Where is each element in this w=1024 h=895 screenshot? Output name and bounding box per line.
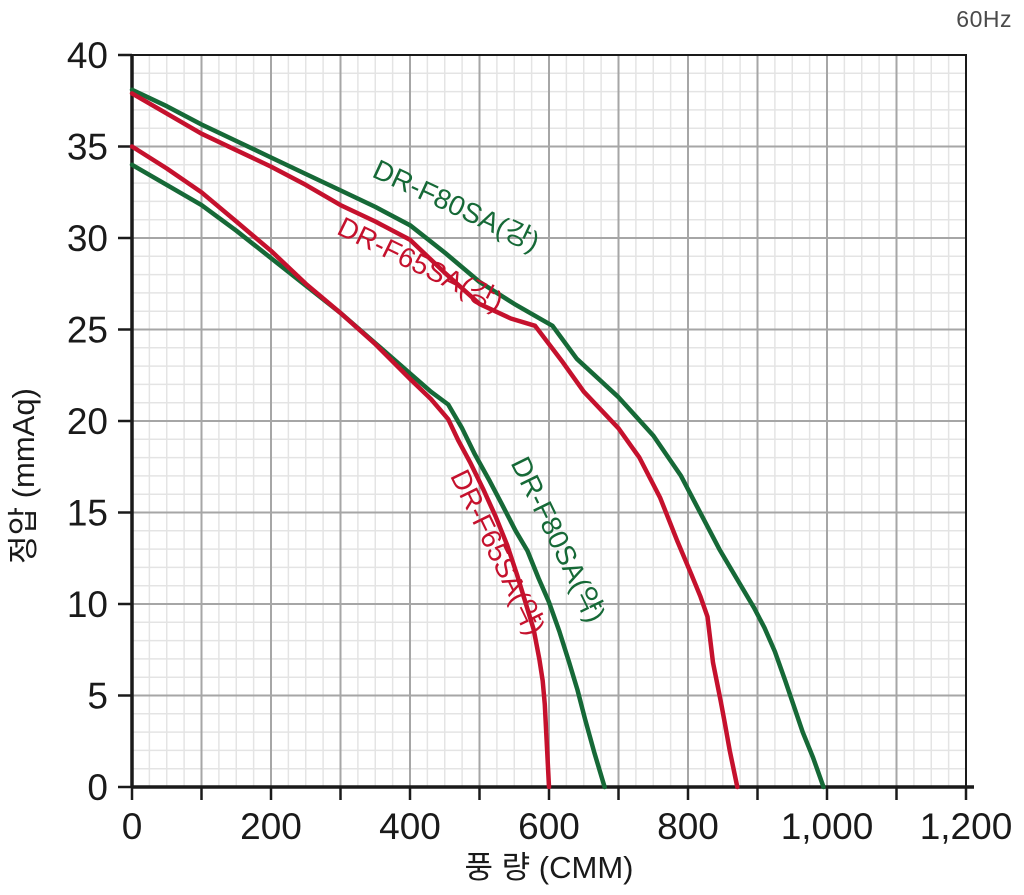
y-tick-label-30: 30 bbox=[67, 218, 108, 259]
y-tick-label-25: 25 bbox=[67, 310, 108, 351]
curve-DR-F80SA(약) bbox=[129, 162, 607, 790]
x-tick-label-0: 0 bbox=[122, 806, 143, 847]
y-tick-label-0: 0 bbox=[87, 767, 108, 808]
x-tick-label-400: 400 bbox=[379, 806, 441, 847]
x-tick-label-1,000: 1,000 bbox=[781, 806, 874, 847]
x-axis-title: 풍 량 (CMM) bbox=[465, 850, 634, 885]
y-tick-label-35: 35 bbox=[67, 127, 108, 168]
y-tick-label-20: 20 bbox=[67, 401, 108, 442]
y-tick-label-10: 10 bbox=[67, 584, 108, 625]
y-tick-label-15: 15 bbox=[67, 493, 108, 534]
curve-DR-F65SA(약) bbox=[129, 144, 552, 790]
x-tick-label-600: 600 bbox=[518, 806, 580, 847]
x-tick-label-200: 200 bbox=[240, 806, 302, 847]
y-axis-title: 정압 (mmAq) bbox=[6, 388, 41, 564]
frequency-label: 60Hz bbox=[956, 6, 1012, 32]
curve-DR-F65SA(강) bbox=[129, 91, 740, 790]
y-tick-label-5: 5 bbox=[87, 676, 108, 717]
x-tick-label-1,200: 1,200 bbox=[920, 806, 1013, 847]
curve-DR-F80SA(강) bbox=[129, 87, 826, 790]
x-tick-label-800: 800 bbox=[657, 806, 719, 847]
y-tick-label-40: 40 bbox=[67, 35, 108, 76]
